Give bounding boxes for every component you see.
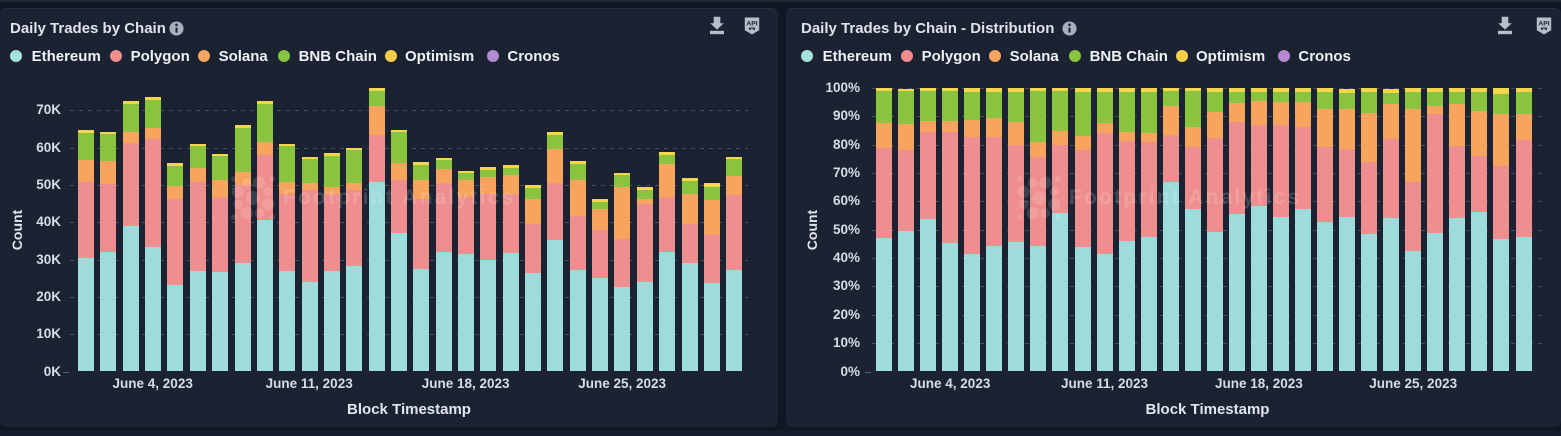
svg-text:API: API — [1538, 20, 1549, 27]
svg-text:API: API — [746, 20, 757, 27]
